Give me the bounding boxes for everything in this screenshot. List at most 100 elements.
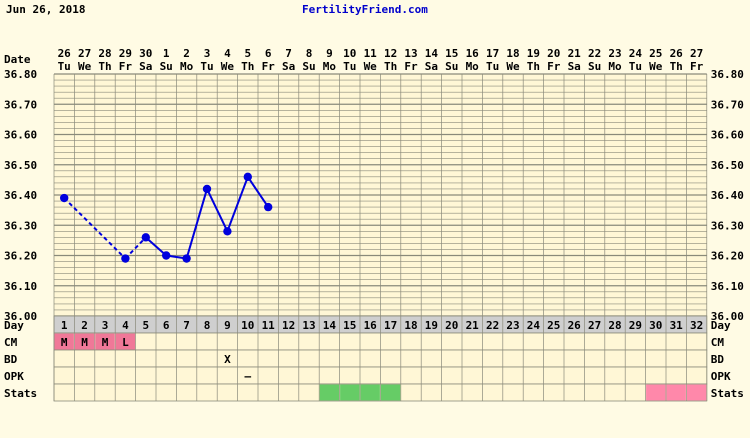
weekday-label: Th xyxy=(98,60,111,73)
weekday-label: Tu xyxy=(629,60,642,73)
day-number: 17 xyxy=(384,319,397,332)
weekday-label: Sa xyxy=(139,60,152,73)
temperature-point xyxy=(182,254,191,263)
day-number: 27 xyxy=(588,319,601,332)
cm-mark: L xyxy=(122,336,129,349)
stats-cell xyxy=(380,384,401,401)
weekday-label: Mo xyxy=(180,60,194,73)
date-label: 15 xyxy=(445,47,458,60)
day-number: 4 xyxy=(122,319,129,332)
date-label: 9 xyxy=(326,47,333,60)
weekday-label: Tu xyxy=(343,60,356,73)
weekday-label: We xyxy=(78,60,92,73)
weekday-label: Fr xyxy=(404,60,418,73)
y-tick-label-right: 36.60 xyxy=(711,129,744,142)
weekday-label: Fr xyxy=(547,60,561,73)
day-number: 24 xyxy=(527,319,541,332)
date-label: 29 xyxy=(119,47,132,60)
temperature-point xyxy=(162,251,171,260)
day-number: 7 xyxy=(183,319,190,332)
date-label: 13 xyxy=(404,47,417,60)
date-label: 20 xyxy=(547,47,560,60)
date-row-label: Date xyxy=(4,53,31,66)
day-number: 29 xyxy=(629,319,642,332)
temperature-point xyxy=(121,254,130,263)
weekday-label: Th xyxy=(241,60,254,73)
day-number: 15 xyxy=(343,319,356,332)
weekday-label: Mo xyxy=(466,60,480,73)
bd-row-label-left: BD xyxy=(4,353,18,366)
weekday-label: Su xyxy=(302,60,315,73)
day-number: 26 xyxy=(568,319,582,332)
opk-mark: – xyxy=(244,370,251,383)
cm-cell xyxy=(54,333,74,350)
date-label: 6 xyxy=(265,47,272,60)
date-label: 27 xyxy=(78,47,91,60)
y-tick-label-left: 36.50 xyxy=(4,159,37,172)
weekday-label: Mo xyxy=(608,60,622,73)
y-tick-label-right: 36.00 xyxy=(711,310,744,323)
date-label: 26 xyxy=(58,47,72,60)
weekday-label: Fr xyxy=(690,60,704,73)
date-label: 10 xyxy=(343,47,356,60)
weekday-label: Mo xyxy=(323,60,337,73)
weekday-label: Sa xyxy=(282,60,295,73)
date-label: 4 xyxy=(224,47,231,60)
day-number: 12 xyxy=(282,319,295,332)
opk-row-label-left: OPK xyxy=(4,370,24,383)
day-number: 30 xyxy=(649,319,662,332)
temperature-point xyxy=(59,193,69,203)
stats-cell xyxy=(666,384,686,401)
y-tick-label-left: 36.30 xyxy=(4,219,37,232)
temperature-segment-dashed xyxy=(63,197,127,260)
day-number: 11 xyxy=(262,319,276,332)
date-label: 11 xyxy=(364,47,378,60)
site-link[interactable]: FertilityFriend.com xyxy=(302,3,428,16)
day-number: 9 xyxy=(224,319,231,332)
weekday-label: We xyxy=(364,60,378,73)
temperature-segment xyxy=(226,176,249,232)
stats-row-label-right: Stats xyxy=(711,387,744,400)
weekday-label: Su xyxy=(588,60,601,73)
date-label: 14 xyxy=(425,47,439,60)
temperature-segment xyxy=(246,176,270,208)
stats-row-label-left: Stats xyxy=(4,387,37,400)
weekday-label: Th xyxy=(670,60,683,73)
weekday-label: Th xyxy=(527,60,540,73)
day-number: 32 xyxy=(690,319,703,332)
stats-cell xyxy=(319,384,340,401)
y-tick-label-left: 36.20 xyxy=(4,250,37,263)
y-tick-label-right: 36.30 xyxy=(711,219,744,232)
day-number: 16 xyxy=(364,319,378,332)
cm-row-label-right: CM xyxy=(711,336,725,349)
date-label: 1 xyxy=(163,47,170,60)
weekday-label: Sa xyxy=(568,60,581,73)
day-number: 6 xyxy=(163,319,170,332)
bd-row-label-right: BD xyxy=(711,353,725,366)
weekday-label: We xyxy=(221,60,235,73)
date-label: 27 xyxy=(690,47,703,60)
weekday-label: Sa xyxy=(425,60,438,73)
date-label: 23 xyxy=(608,47,621,60)
day-number: 1 xyxy=(61,319,68,332)
cm-mark: M xyxy=(81,336,88,349)
y-tick-label-right: 36.50 xyxy=(711,159,744,172)
date-label: 2 xyxy=(183,47,190,60)
temperature-point xyxy=(223,227,232,236)
day-number: 28 xyxy=(608,319,621,332)
day-number: 14 xyxy=(323,319,337,332)
temperature-segment xyxy=(145,236,167,257)
weekday-label: Su xyxy=(160,60,173,73)
day-number: 8 xyxy=(204,319,211,332)
opk-row-label-right: OPK xyxy=(711,370,731,383)
y-tick-label-right: 36.20 xyxy=(711,250,744,263)
temperature-point xyxy=(264,202,273,212)
y-tick-label-right: 36.10 xyxy=(711,280,744,293)
day-number: 22 xyxy=(486,319,499,332)
stats-cell xyxy=(360,384,380,401)
temperature-segment xyxy=(185,188,208,259)
stats-cell xyxy=(686,384,707,401)
day-number: 2 xyxy=(81,319,88,332)
day-number: 31 xyxy=(670,319,684,332)
